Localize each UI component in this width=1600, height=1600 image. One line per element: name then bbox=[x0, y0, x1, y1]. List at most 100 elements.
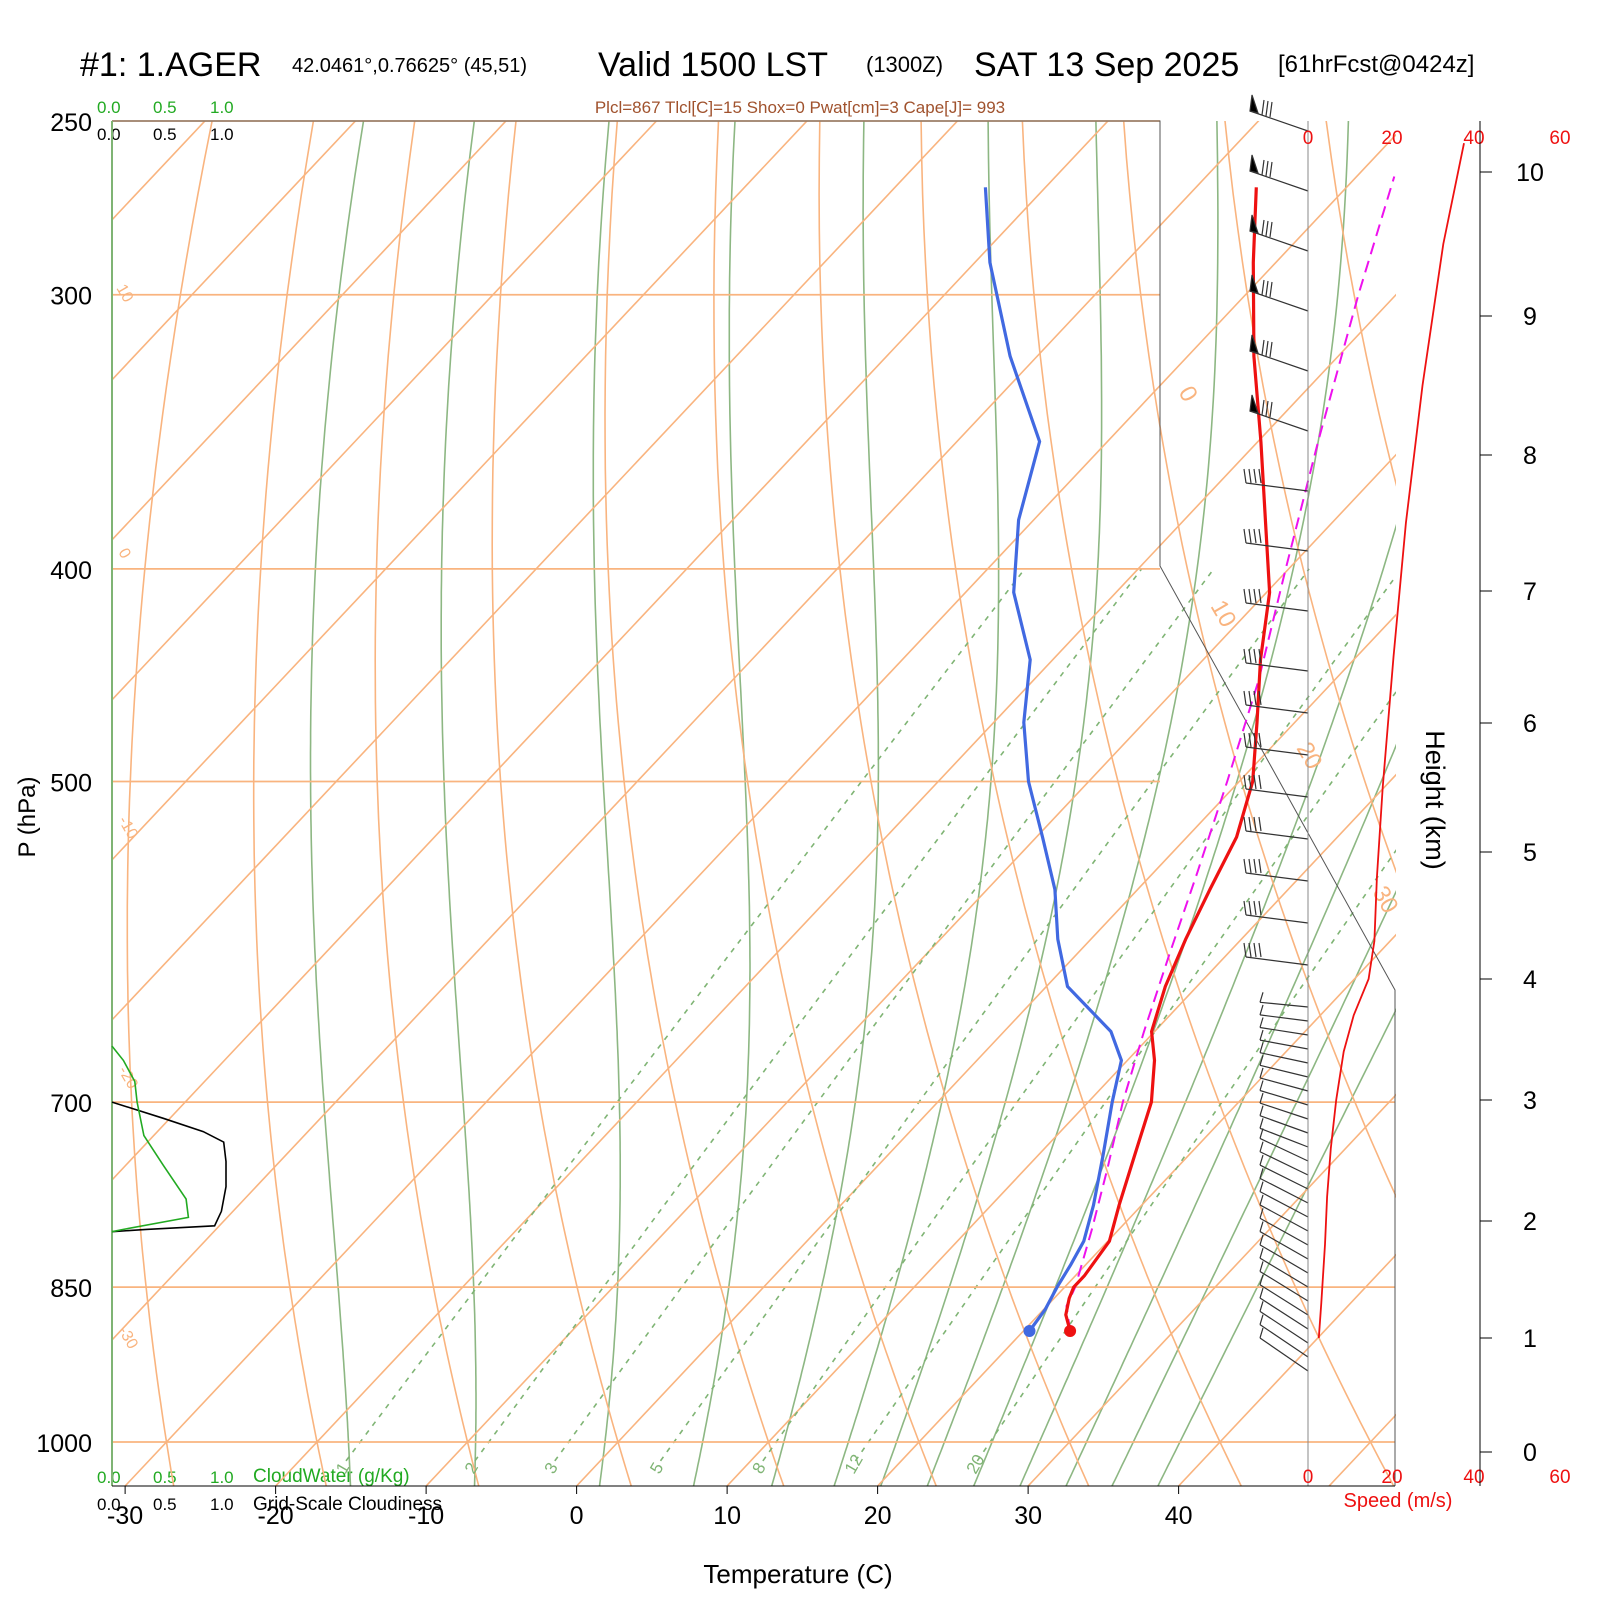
height-tick-label-7: 7 bbox=[1523, 578, 1537, 606]
wind-barb-feather bbox=[1258, 648, 1262, 664]
wind-barb-staff bbox=[1245, 662, 1309, 672]
wind-barb-staff bbox=[1245, 830, 1309, 840]
wind-barb-staff bbox=[1259, 1014, 1309, 1022]
isotherm-label: 10 bbox=[113, 282, 137, 306]
wind-barb-staff bbox=[1259, 1137, 1309, 1162]
wind-barb-feather bbox=[1248, 648, 1252, 664]
wind-barb-feather bbox=[1259, 1247, 1264, 1259]
moist-adiabat bbox=[692, 121, 751, 1486]
plot-outline bbox=[112, 120, 1396, 1486]
isotherms bbox=[0, 0, 1396, 1533]
wind-barb-feather bbox=[1259, 1234, 1264, 1246]
wind-barb-staff bbox=[1259, 1026, 1309, 1036]
wind-barb-feather bbox=[1265, 280, 1269, 297]
dry-adiabat bbox=[604, 121, 785, 1486]
wind-barb-staff bbox=[1245, 956, 1309, 966]
wind-barb-staff bbox=[1259, 1164, 1309, 1190]
wind-barb-staff bbox=[1259, 1284, 1309, 1316]
wind-barb bbox=[1243, 732, 1309, 756]
temperature-line bbox=[1064, 187, 1272, 1332]
wind-barb-feather bbox=[1258, 690, 1262, 706]
wind-barb bbox=[1259, 1055, 1309, 1078]
wind-barb-staff bbox=[1249, 410, 1309, 432]
wind-barb bbox=[1259, 1208, 1309, 1246]
header-date: SAT 13 Sep 2025 bbox=[974, 46, 1239, 84]
wind-barb-staff bbox=[1249, 350, 1309, 372]
height-tick-label-3: 3 bbox=[1523, 1087, 1537, 1115]
wind-barb-feather bbox=[1261, 219, 1265, 236]
wind-barb-staff bbox=[1249, 230, 1309, 252]
wind-barb-staff bbox=[1259, 1115, 1309, 1134]
wind-barb-pennant bbox=[1249, 274, 1259, 294]
wind-barb bbox=[1259, 1017, 1309, 1036]
pressure-label-400: 400 bbox=[50, 557, 92, 585]
mixing-ratio-line bbox=[474, 568, 1143, 1462]
height-tick-label-8: 8 bbox=[1523, 442, 1537, 470]
wind-barb-feather bbox=[1258, 588, 1262, 604]
wind-barb bbox=[1243, 942, 1309, 966]
speed-tick-bottom-0: 0 bbox=[1303, 1467, 1314, 1488]
wind-barb-staff bbox=[1259, 1177, 1309, 1204]
dry-adiabat bbox=[126, 121, 213, 1486]
pressure-label-850: 850 bbox=[50, 1275, 92, 1303]
wind-barb bbox=[1249, 274, 1309, 312]
wind-barb-pennant bbox=[1249, 334, 1259, 354]
wind-barb-staff bbox=[1259, 1270, 1309, 1302]
wind-barb bbox=[1259, 1042, 1309, 1064]
wind-barb-feather bbox=[1261, 399, 1265, 416]
wind-barb-feather bbox=[1253, 528, 1257, 544]
wind-barb-feather bbox=[1243, 528, 1247, 544]
wind-barb-feather bbox=[1248, 528, 1252, 544]
mixing-ratio-label-20: 20 bbox=[963, 1451, 989, 1477]
wind-barb-feather bbox=[1248, 468, 1252, 484]
wind-barb bbox=[1259, 1261, 1309, 1302]
wind-barb-staff bbox=[1259, 1127, 1309, 1148]
wind-barb-pennant bbox=[1249, 394, 1259, 414]
wind-barb bbox=[1243, 468, 1309, 492]
cloud-profiles bbox=[111, 1045, 227, 1233]
wind-barb bbox=[1249, 394, 1309, 432]
wind-barb bbox=[1249, 94, 1309, 132]
wind-barb-feather bbox=[1259, 1327, 1264, 1339]
wind-barb-staff bbox=[1259, 1077, 1309, 1092]
dry-adiabat bbox=[920, 121, 1243, 1486]
wind-barb-staff bbox=[1245, 914, 1309, 924]
isotherm bbox=[112, 121, 1109, 1182]
wind-barb-feather bbox=[1243, 690, 1247, 706]
height-tick-label-9: 9 bbox=[1523, 303, 1537, 331]
cloudwater-scale-2: 1.0 bbox=[210, 98, 234, 117]
isotherm bbox=[0, 0, 48, 1533]
wind-barb-feather bbox=[1243, 900, 1247, 916]
wind-barb-feather bbox=[1269, 341, 1273, 358]
wind-barb-feather bbox=[1259, 1274, 1264, 1285]
wind-barb-feather bbox=[1243, 588, 1247, 604]
speed-tick-bottom-20: 20 bbox=[1381, 1467, 1402, 1488]
wind-barb-staff bbox=[1245, 788, 1309, 798]
wind-barb-feather bbox=[1261, 339, 1265, 356]
wind-barb-feather bbox=[1253, 816, 1257, 832]
mixing-ratio-line bbox=[345, 568, 1026, 1462]
wind-barb-feather bbox=[1259, 1067, 1264, 1079]
dewpoint-line bbox=[983, 187, 1124, 1332]
moist-adiabat bbox=[309, 121, 365, 1486]
wind-barb bbox=[1259, 1221, 1309, 1260]
x-tick-label--20: -20 bbox=[258, 1502, 294, 1530]
x-tick-label--30: -30 bbox=[107, 1502, 143, 1530]
wind-barb-staff bbox=[1259, 1089, 1309, 1106]
isotherm-label: -30 bbox=[115, 1324, 141, 1353]
wind-barb-feather bbox=[1259, 1080, 1264, 1091]
wind-barb-feather bbox=[1243, 816, 1247, 832]
mixing-ratio-line bbox=[854, 690, 1396, 1462]
wind-barb-feather bbox=[1248, 858, 1252, 874]
height-tick-label-0: 0 bbox=[1523, 1439, 1537, 1467]
wind-barb-staff bbox=[1259, 1244, 1309, 1274]
wind-barb-pennant bbox=[1249, 214, 1259, 234]
cloudwater-scale-bottom-2: 1.0 bbox=[210, 1468, 234, 1487]
moist-adiabat bbox=[879, 121, 1103, 1486]
wind-barb bbox=[1259, 1327, 1309, 1372]
moist-adiabat bbox=[972, 121, 1350, 1486]
wind-barb bbox=[1259, 1247, 1309, 1288]
cloudiness-line bbox=[111, 1101, 227, 1233]
wind-barb-feather bbox=[1248, 690, 1252, 706]
dry-adiabat bbox=[1224, 121, 1396, 874]
